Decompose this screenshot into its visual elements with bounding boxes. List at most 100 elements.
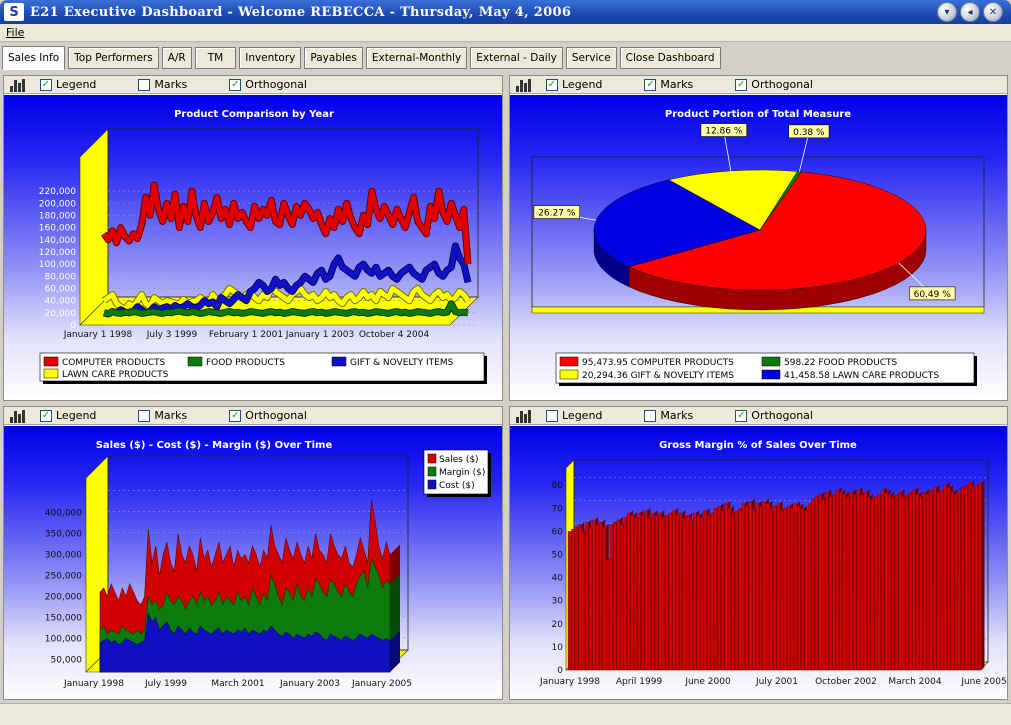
close-icon[interactable]: ✕ [983,2,1003,22]
pie-label-box [700,123,748,137]
bar [950,492,954,671]
y-tick-label: 30 [552,597,564,607]
legend-checkbox[interactable]: ✓ Legend [40,409,97,422]
bar [654,515,659,671]
marks-checkbox[interactable]: Marks [138,409,187,422]
tab-external-monthly[interactable]: External-Monthly [365,47,468,69]
tab-tm[interactable]: TM [194,47,237,69]
marks-check-icon[interactable] [644,409,657,422]
orthogonal-checkbox[interactable]: ✓ Orthogonal [229,78,307,91]
chart-type-icon[interactable] [516,78,534,92]
x-tick-label: January 1998 [63,679,124,689]
marks-checkbox[interactable]: Marks [138,78,187,91]
bar [616,519,620,671]
bar [713,508,718,671]
chart-panel-product-comparison: ✓ Legend Marks ✓ Orthogonal Product Compar… [3,75,503,401]
x-tick-label: March 2001 [211,679,264,689]
legend-label: 20,294.36 GIFT & NOVELTY ITEMS [582,371,734,381]
bar [790,508,794,671]
marks-checkbox[interactable]: Marks [644,409,693,422]
restore-icon[interactable]: ◂ [960,2,980,22]
legend-checkbox[interactable]: Legend [546,409,602,422]
bar [644,510,648,671]
series-area [99,612,391,673]
bar [832,494,836,671]
bar [880,489,885,671]
orthogonal-checkbox[interactable]: ✓ Orthogonal [735,78,813,91]
pie-slice [628,171,927,291]
minimize-icon[interactable]: ▾ [937,2,957,22]
bar [588,526,593,671]
tab-external-daily[interactable]: External - Daily [470,47,563,69]
tab-inventory[interactable]: Inventory [239,47,302,69]
bar [853,494,857,671]
chart-type-icon[interactable] [10,78,28,92]
legend-checkbox[interactable]: ✓ Legend [40,78,97,91]
x-tick-label: January 2005 [351,679,412,689]
bar [752,508,756,671]
chart-type-icon[interactable] [516,409,534,423]
marks-checkbox[interactable]: ✓ Marks [644,78,694,91]
legend-checkbox[interactable]: ✓ Legend [546,78,603,91]
y-tick-label: 60 [552,527,564,537]
orthogonal-check-icon[interactable]: ✓ [229,409,242,422]
orthogonal-checkbox[interactable]: ✓ Orthogonal [229,409,307,422]
tab-bar: Sales Info Top Performers A/R TM Invento… [0,45,1011,71]
legend-check-icon[interactable]: ✓ [40,409,52,422]
orthogonal-check-icon[interactable]: ✓ [735,78,748,91]
app-logo-icon: S [4,3,24,21]
bar [926,494,930,671]
chart-type-icon[interactable] [10,409,28,423]
bar [877,494,881,671]
orthogonal-check-icon[interactable]: ✓ [229,78,242,91]
tab-service[interactable]: Service [565,47,617,69]
marks-check-icon[interactable] [138,409,151,422]
legend-box [39,352,485,382]
legend-check-icon[interactable]: ✓ [546,78,558,91]
pie-label-box [909,286,956,301]
pie-label: 0.38 % [793,128,825,138]
chart-area: Gross Margin % of Sales Over Time 0 10 20 30… [510,426,1007,699]
pie-label-box [788,124,830,139]
x-tick-label: July 2001 [755,677,798,687]
marks-check-icon[interactable] [138,78,151,91]
bar [731,512,735,671]
series-area-side [390,630,400,672]
bar [821,498,826,671]
bar [800,508,805,671]
y-tick-label: 200,000 [39,199,76,209]
orthogonal-checkbox[interactable]: ✓ Orthogonal [735,409,813,422]
tab-close-dashboard[interactable]: Close Dashboard [619,47,721,69]
bar [640,515,645,671]
chart-title: Product Comparison by Year [174,109,334,120]
y-tick-label: 20 [552,620,564,630]
bar [954,494,958,671]
bar [679,512,683,671]
bar [717,505,721,671]
marks-check-icon[interactable]: ✓ [644,78,657,91]
bar [894,494,899,671]
bar [585,522,589,671]
orthogonal-check-icon[interactable]: ✓ [735,409,748,422]
window-title: E21 Executive Dashboard - Welcome REBECC… [30,4,572,20]
legend-check-icon[interactable]: ✓ [40,78,52,91]
legend-check-icon[interactable] [546,409,558,422]
bar [898,492,902,671]
bar [846,496,850,671]
bar [922,492,927,671]
tab-ar[interactable]: A/R [161,47,192,69]
bar [720,510,725,671]
chart-title: Gross Margin % of Sales Over Time [659,440,857,451]
tab-top-performers[interactable]: Top Performers [68,47,159,69]
tab-payables[interactable]: Payables [304,47,363,69]
x-tick-label: January 2003 [279,679,340,689]
tab-sales-info[interactable]: Sales Info [2,46,66,70]
bar [860,494,864,671]
bar [967,482,972,671]
bar [762,501,766,671]
y-tick-label: 50,000 [51,655,83,665]
bar [905,494,909,671]
menu-file[interactable]: File [6,26,25,39]
bar [804,510,808,671]
bar [978,482,982,671]
